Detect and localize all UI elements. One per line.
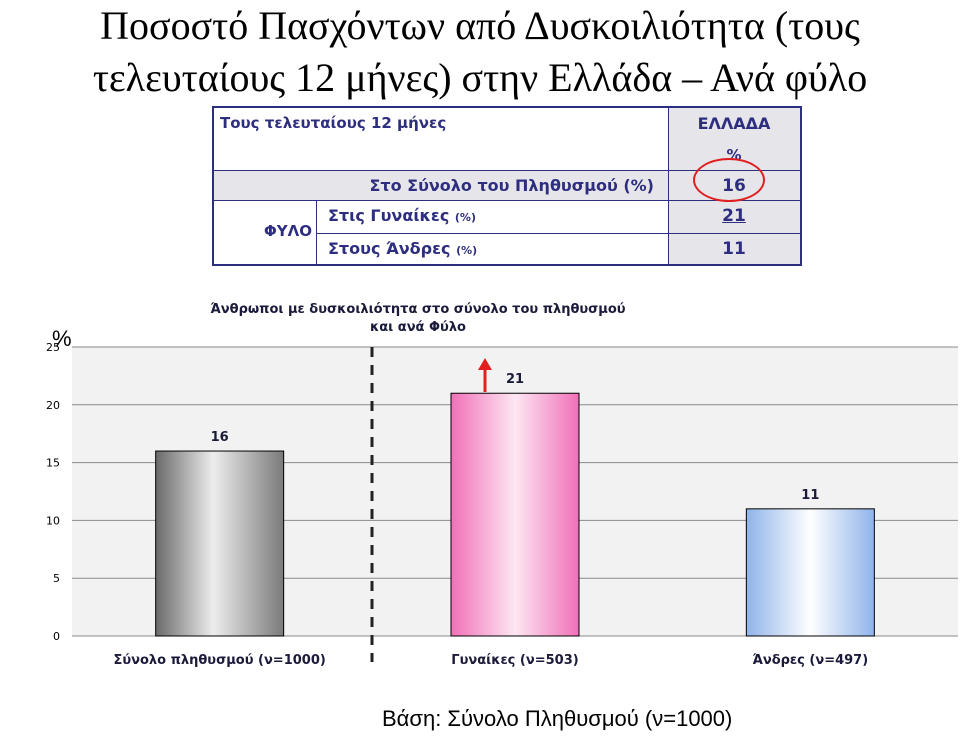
- chart-title-line-1: Άνθρωποι με δυσκοιλιότητα στο σύνολο του…: [210, 302, 625, 317]
- y-tick-label: 20: [46, 399, 60, 412]
- total-row-highlight: [214, 170, 668, 200]
- data-label: 16: [211, 430, 229, 445]
- y-tick-label: 5: [53, 572, 60, 585]
- table-women-unit: (%): [454, 211, 476, 224]
- table-group-label: ΦΥΛΟ: [264, 222, 312, 240]
- table-men-value: 11: [722, 239, 746, 259]
- table-men-text: Στους Άνδρες: [328, 239, 451, 258]
- table-divider: [214, 200, 800, 201]
- table-header-period: Τους τελευταίους 12 μήνες: [220, 114, 447, 132]
- y-tick-label: 0: [53, 630, 60, 643]
- table-women-text: Στις Γυναίκες: [328, 206, 450, 225]
- bar: [155, 450, 285, 637]
- bar: [450, 392, 580, 637]
- table-total-label: Στο Σύνολο του Πληθυσμού (%): [369, 176, 654, 195]
- data-label: 11: [801, 488, 819, 503]
- slide-title-line-2: τελευταίους 12 μήνες) στην Ελλάδα – Ανά …: [92, 55, 868, 100]
- y-tick-label: 25: [46, 341, 60, 354]
- highlight-circle: [693, 158, 765, 202]
- bar: [745, 508, 875, 637]
- table-divider: [316, 233, 800, 234]
- increase-arrow-icon: [478, 358, 492, 392]
- bar-chart: Άνθρωποι με δυσκοιλιότητα στο σύνολο του…: [46, 302, 958, 668]
- table-men-label: Στους Άνδρες (%): [328, 239, 477, 258]
- table-divider: [668, 108, 669, 264]
- table-divider: [316, 200, 317, 264]
- slide-title-line-1: Ποσοστό Πασχόντων από Δυσκοιλιότητα (του…: [100, 3, 860, 48]
- y-tick-label: 15: [46, 457, 60, 470]
- table-women-label: Στις Γυναίκες (%): [328, 206, 476, 225]
- y-axis-label: %: [52, 326, 72, 351]
- table-divider: [214, 170, 800, 171]
- base-footnote: Βάση: Σύνολο Πληθυσμού (ν=1000): [382, 706, 733, 731]
- x-category-label: Γυναίκες (ν=503): [451, 653, 578, 668]
- table-men-unit: (%): [456, 244, 478, 257]
- chart-title-line-2: και ανά Φύλο: [370, 320, 466, 335]
- x-category-label: Άνδρες (ν=497): [752, 653, 868, 668]
- table-women-value: 21: [722, 206, 746, 226]
- data-label: 21: [506, 372, 524, 387]
- x-category-label: Σύνολο πληθυσμού (ν=1000): [113, 653, 325, 668]
- y-tick-label: 10: [46, 514, 60, 527]
- summary-table: Τους τελευταίους 12 μήνες ΕΛΛΑΔΑ % Στο Σ…: [212, 106, 802, 266]
- slide-title: Ποσοστό Πασχόντων από Δυσκοιλιότητα (του…: [4, 0, 956, 104]
- table-header-greece: ΕΛΛΑΔΑ: [697, 114, 771, 133]
